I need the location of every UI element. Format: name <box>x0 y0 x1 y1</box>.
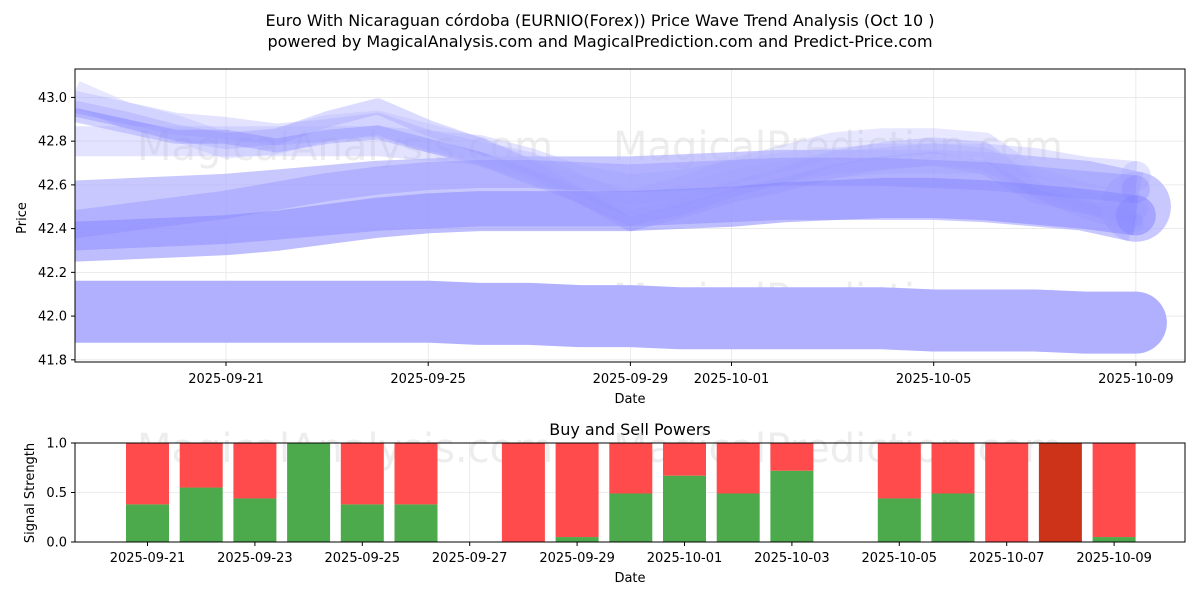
price-wave-panel: MagicalAnalysis.com MagicalPrediction.co… <box>15 68 1186 407</box>
buy-bar <box>877 498 921 542</box>
signal-ytick-label: 1.0 <box>46 437 67 452</box>
price-ytick-label: 42.6 <box>38 178 67 193</box>
price-ytick-label: 43.0 <box>38 91 67 106</box>
buy-bar <box>340 504 384 542</box>
signal-axes: 0.0 0.5 1.0 2025-09-21 2025-09-23 2025-09-25 2… <box>46 437 1152 567</box>
buy-bar <box>716 493 760 542</box>
price-xtick-label: 2025-10-05 <box>896 372 972 387</box>
price-ylabel: Price <box>15 202 30 234</box>
wave-end-cap <box>1115 195 1156 236</box>
signal-xtick-label: 2025-09-23 <box>217 551 293 566</box>
sell-bar <box>179 443 223 488</box>
sell-bar <box>931 443 975 494</box>
buy-bar <box>663 475 706 542</box>
sell-bar <box>985 443 1029 542</box>
signal-xtick-label: 2025-10-09 <box>1076 551 1152 566</box>
signal-xtick-label: 2025-10-05 <box>862 551 938 566</box>
sell-bar <box>770 443 814 471</box>
buy-bar <box>555 537 599 542</box>
price-xlabel: Date <box>614 392 645 407</box>
sell-bar <box>394 443 438 505</box>
signal-ytick-label: 0.0 <box>46 536 67 551</box>
sell-bar <box>716 443 760 494</box>
price-xtick-label: 2025-09-21 <box>188 372 264 387</box>
sell-bar <box>340 443 384 505</box>
sell-bar <box>233 443 277 499</box>
signal-xtick-label: 2025-10-01 <box>647 551 723 566</box>
price-xtick-label: 2025-09-25 <box>390 372 466 387</box>
signal-xtick-label: 2025-09-27 <box>432 551 508 566</box>
wave-end-cap <box>1104 291 1167 354</box>
signal-xtick-label: 2025-10-03 <box>754 551 830 566</box>
signal-xlabel: Date <box>614 571 645 586</box>
signal-xtick-label: 2025-09-25 <box>325 551 401 566</box>
buy-bar <box>770 470 814 542</box>
sell-bar <box>877 443 921 499</box>
sell-bar <box>1092 443 1136 538</box>
price-ytick-label: 42.0 <box>38 310 67 325</box>
buy-bar <box>931 493 975 542</box>
sell-bar <box>555 443 599 538</box>
sell-bar <box>609 443 653 494</box>
price-xtick-label: 2025-09-29 <box>593 372 669 387</box>
buy-bar <box>287 443 331 542</box>
price-xtick-label: 2025-10-09 <box>1098 372 1174 387</box>
sell-bar <box>663 443 706 476</box>
buy-bar <box>1092 537 1136 542</box>
buy-bar <box>233 498 277 542</box>
price-xtick-label: 2025-10-01 <box>694 372 770 387</box>
signal-xtick-label: 2025-10-07 <box>969 551 1045 566</box>
chart-subtitle: powered by MagicalAnalysis.com and Magic… <box>267 32 932 51</box>
wave-band-wave-mid-3 <box>75 157 1138 239</box>
sell-bar <box>501 443 545 542</box>
buy-sell-title: Buy and Sell Powers <box>549 420 711 439</box>
signal-ylabel: Signal Strength <box>23 443 38 543</box>
signal-xtick-label: 2025-09-21 <box>110 551 186 566</box>
price-ytick-label: 42.2 <box>38 266 67 281</box>
price-ytick-label: 42.8 <box>38 135 67 150</box>
wave-series-group <box>75 81 1171 354</box>
buy-bar <box>394 504 438 542</box>
signal-xtick-label: 2025-09-29 <box>539 551 615 566</box>
wave-band-wave-mid-2 <box>75 178 1139 262</box>
price-ytick-label: 41.8 <box>38 353 67 368</box>
signal-ytick-label: 0.5 <box>46 486 67 501</box>
sell-bar <box>1038 443 1082 542</box>
price-axes: 41.8 42.0 42.2 42.4 42.6 42.8 43.0 2025-09-21 20… <box>38 91 1174 387</box>
buy-bar <box>179 487 223 542</box>
signal-bars <box>126 443 1136 542</box>
buy-bar <box>126 504 169 542</box>
price-ytick-label: 42.4 <box>38 222 67 237</box>
wave-end-cap <box>1121 175 1150 204</box>
wave-band-wave-long-1 <box>75 280 1136 354</box>
chart-title: Euro With Nicaraguan córdoba (EURNIO(For… <box>266 11 935 30</box>
sell-bar <box>126 443 169 505</box>
buy-sell-panel: Buy and Sell Powers MagicalAnalysis.com … <box>23 420 1186 586</box>
buy-bar <box>609 493 653 542</box>
